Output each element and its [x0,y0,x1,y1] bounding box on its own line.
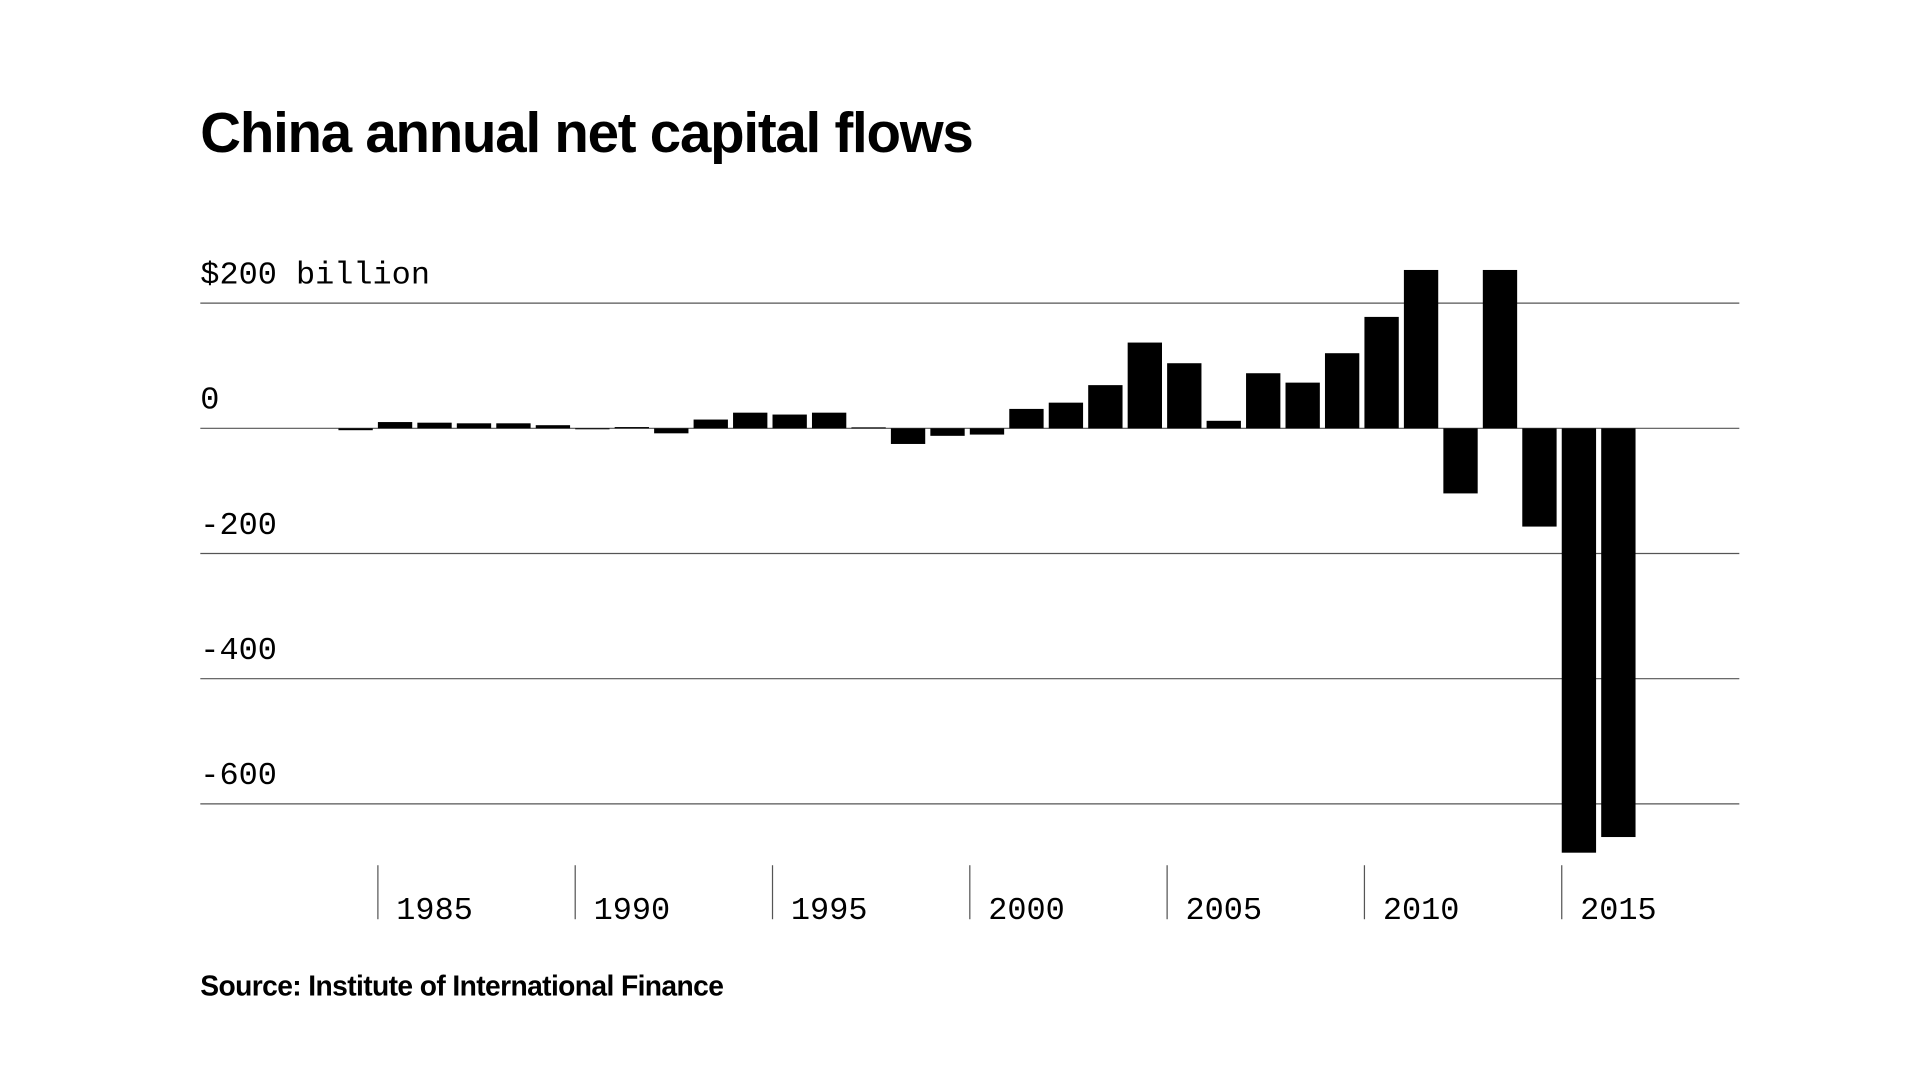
bar [1048,402,1084,429]
x-tick-label: 2000 [988,892,1065,929]
bar [772,414,807,429]
bar [377,422,413,429]
y-tick-label: -200 [200,507,277,544]
bar [417,422,452,429]
bar [575,428,610,430]
bar [496,423,531,429]
bar [693,419,728,429]
bar [1285,382,1320,429]
y-tick-label: -600 [200,757,277,794]
bar [1088,385,1123,429]
bar [1601,428,1636,838]
x-tick-label: 2015 [1580,892,1657,929]
bar [456,423,492,429]
chart-title: China annual net capital flows [200,101,972,164]
bar [1206,420,1241,429]
bar [1127,342,1162,429]
bar [733,412,768,429]
x-tick-label: 1985 [396,892,473,929]
x-tick-label: 2005 [1186,892,1263,929]
bar [535,425,571,429]
bar [1324,353,1360,429]
bar [1443,428,1478,494]
bar [1364,316,1399,429]
bar [890,428,926,444]
bar [338,428,373,431]
bar [930,428,965,436]
bar [1167,363,1202,429]
bar [614,427,649,429]
bar [1009,408,1044,429]
bar [969,428,1005,435]
y-tick-label: 0 [200,382,219,419]
x-tick-label: 1990 [594,892,671,929]
source: Source: Institute of International Finan… [200,969,723,1001]
bar [851,427,886,429]
y-tick-label: $200 billion [200,257,430,294]
bar [1403,269,1439,429]
bar [1561,428,1597,853]
bar [1482,269,1518,429]
bar [811,412,847,429]
bar [1246,373,1281,429]
bar [1522,428,1557,527]
x-tick-label: 2010 [1383,892,1460,929]
y-tick-label: -400 [200,632,277,669]
x-tick-label: 1995 [791,892,868,929]
bar [654,428,689,434]
